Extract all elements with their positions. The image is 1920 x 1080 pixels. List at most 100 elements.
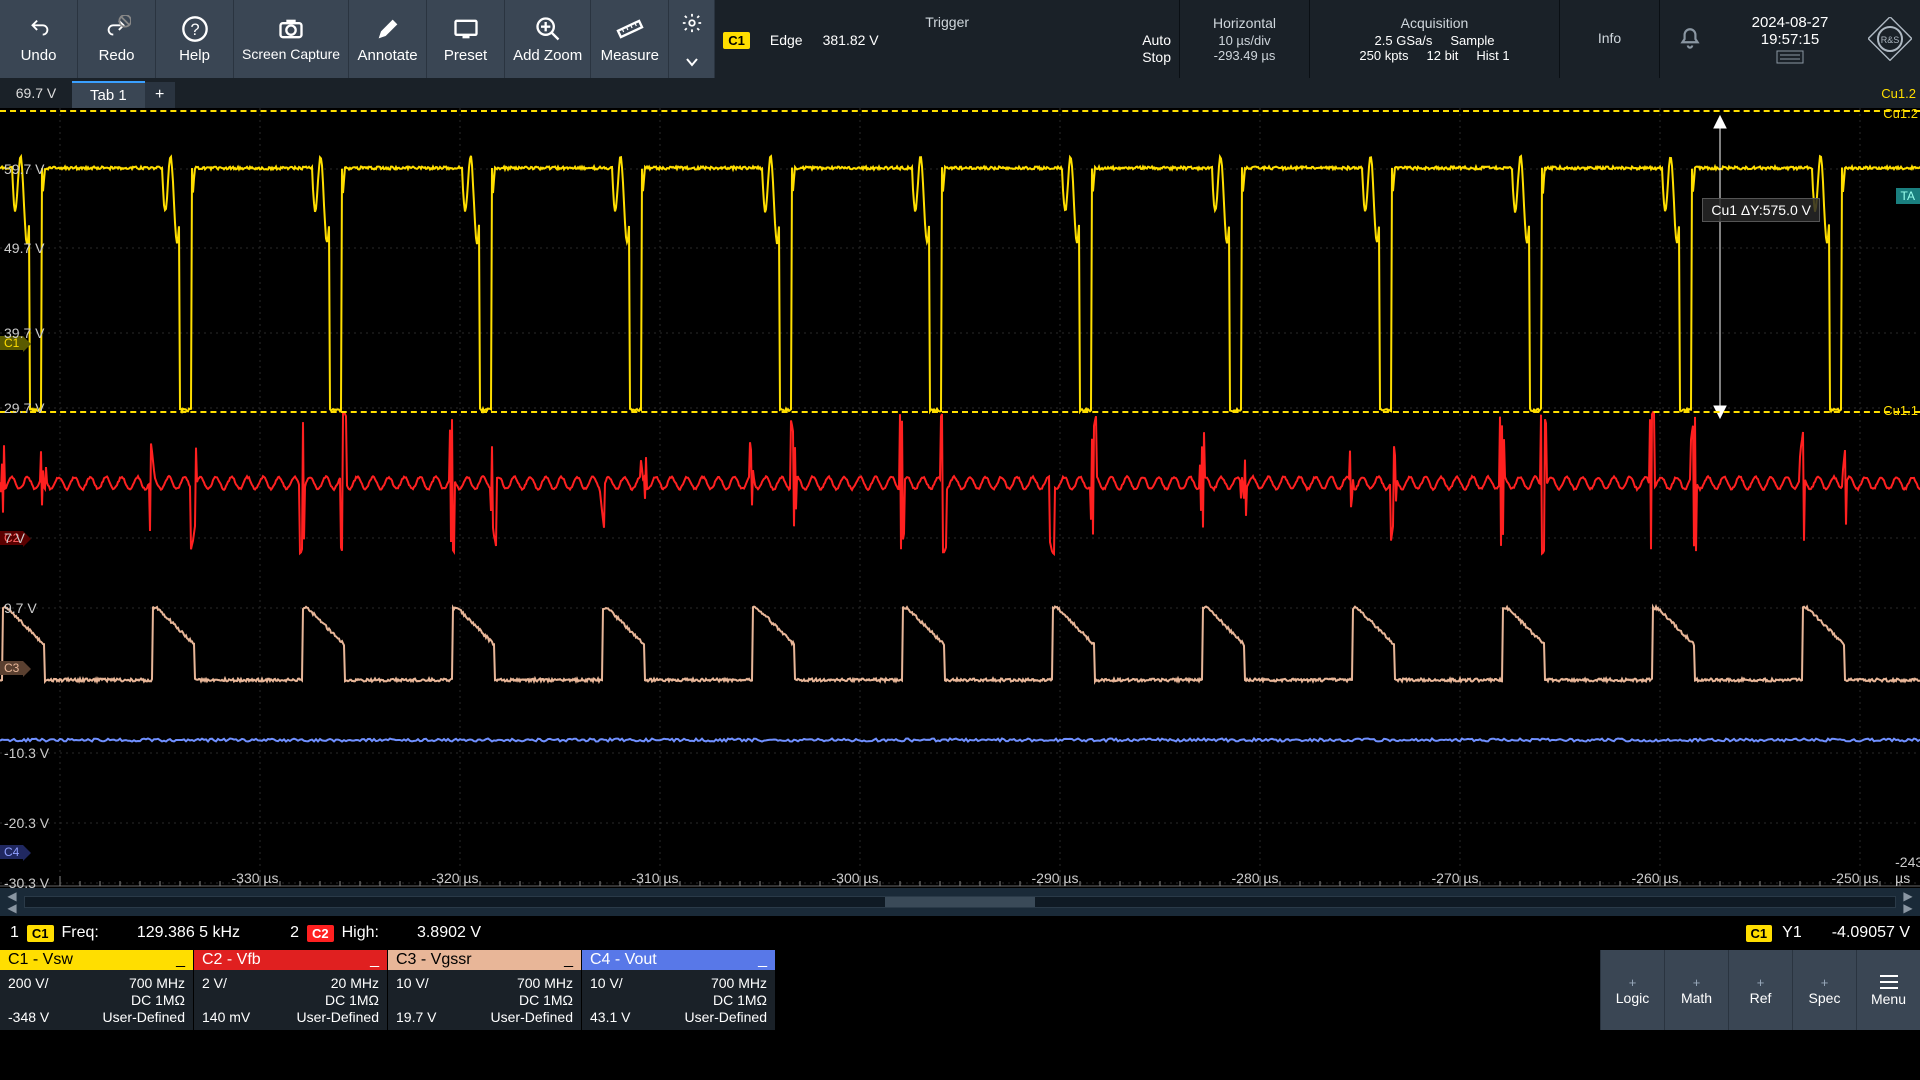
trigger-mode: Edge <box>770 32 803 48</box>
cursor-label-top-right: Cu1.2 <box>1881 86 1916 101</box>
measurement-row: 1C1Freq:129.386 5 kHz 2C2High:3.8902 V C… <box>0 916 1920 950</box>
acq-pts: 250 kpts <box>1359 48 1408 63</box>
minimize-icon[interactable]: _ <box>176 951 185 969</box>
rohde-schwarz-logo-icon: R&S <box>1868 17 1912 61</box>
annotate-button[interactable]: Annotate <box>349 0 427 78</box>
redo-label: Redo <box>99 47 135 64</box>
x-axis-label: -290 µs <box>1032 870 1079 886</box>
horizontal-div: 10 µs/div <box>1188 33 1301 48</box>
horizontal-panel[interactable]: Horizontal 10 µs/div -293.49 µs <box>1180 0 1310 78</box>
horizontal-pos: -293.49 µs <box>1188 48 1301 63</box>
acq-hist: Hist 1 <box>1476 48 1509 63</box>
brand-logo: R&S <box>1860 0 1920 78</box>
channel-2-box[interactable]: C2 - Vfb_ 2 V/20 MHzDC 1MΩ140 mVUser-Def… <box>194 950 388 1030</box>
add-zoom-label: Add Zoom <box>513 47 582 64</box>
x-axis-label: -330 µs <box>232 870 279 886</box>
channel-3-marker[interactable]: C3 <box>0 661 23 675</box>
add-zoom-button[interactable]: Add Zoom <box>505 0 591 78</box>
cursor-right-label-2: Cu1.1 <box>1883 403 1918 418</box>
minimize-icon[interactable]: _ <box>370 951 379 969</box>
math-button[interactable]: +Math <box>1664 950 1728 1030</box>
spec-button[interactable]: +Spec <box>1792 950 1856 1030</box>
acq-rate: 2.5 GSa/s <box>1375 33 1433 48</box>
trigger-stop: Stop <box>1142 49 1171 65</box>
date-text: 2024-08-27 <box>1720 14 1860 31</box>
measurement-2[interactable]: 2C2High:3.8902 V <box>290 924 481 942</box>
scroll-right-icon[interactable]: ▶▶ <box>1896 890 1920 914</box>
time-text: 19:57:15 <box>1720 31 1860 48</box>
ref-button[interactable]: +Ref <box>1728 950 1792 1030</box>
x-axis-label: -310 µs <box>632 870 679 886</box>
trigger-a-marker: TA <box>1896 188 1920 204</box>
minimize-icon[interactable]: _ <box>758 951 767 969</box>
x-axis-label: -320 µs <box>432 870 479 886</box>
waveform-svg <box>0 108 1920 888</box>
scroll-track[interactable] <box>24 896 1896 908</box>
logic-button[interactable]: +Logic <box>1600 950 1664 1030</box>
channel-4-marker[interactable]: C4 <box>0 845 23 859</box>
x-axis-label: -243.5 µs <box>1895 854 1920 886</box>
measurement-1[interactable]: 1C1Freq:129.386 5 kHz <box>10 924 240 942</box>
channel-strip: C1 - Vsw_ 200 V/700 MHzDC 1MΩ-348 VUser-… <box>0 950 1920 1030</box>
svg-text:R&S: R&S <box>1881 35 1900 45</box>
waveform-display[interactable]: Cu1 ΔY:575.0 V TA Cu1.2 Cu1.1 C1 C2 C3 C… <box>0 108 1920 888</box>
info-region: Trigger C1Edge381.82 VAuto Stop Horizont… <box>669 0 1920 78</box>
cursor-delta-readout: Cu1 ΔY:575.0 V <box>1702 198 1820 222</box>
cursor-right-label-1: Cu1.2 <box>1883 108 1918 121</box>
channel-3-box[interactable]: C3 - Vgssr_ 10 V/700 MHzDC 1MΩ19.7 VUser… <box>388 950 582 1030</box>
scroll-thumb[interactable] <box>885 897 1035 907</box>
trigger-panel[interactable]: Trigger C1Edge381.82 VAuto Stop <box>715 0 1180 78</box>
cursor-readout[interactable]: C1Y1-4.09057 V <box>1746 924 1910 942</box>
settings-column[interactable] <box>669 0 715 78</box>
main-toolbar: Undo Redo ?Help Screen Capture Annotate … <box>0 0 1920 78</box>
minimize-icon[interactable]: _ <box>564 951 573 969</box>
cursor-line-bottom[interactable] <box>0 411 1920 413</box>
redo-button[interactable]: Redo <box>78 0 156 78</box>
scroll-left-icon[interactable]: ◀◀ <box>0 890 24 914</box>
x-axis-label: -300 µs <box>832 870 879 886</box>
chevron-down-icon <box>685 57 699 67</box>
y-axis-label: 59.7 V <box>4 161 44 177</box>
trigger-auto: Auto <box>1142 32 1171 48</box>
help-button[interactable]: ? Help <box>156 0 234 78</box>
x-axis-label: -250 µs <box>1832 870 1879 886</box>
timebase-scrollbar[interactable]: ◀◀ ▶▶ <box>0 888 1920 916</box>
screen-capture-button[interactable]: Screen Capture <box>234 0 349 78</box>
undo-button[interactable]: Undo <box>0 0 78 78</box>
acq-mode: Sample <box>1450 33 1494 48</box>
preset-button[interactable]: Preset <box>427 0 505 78</box>
tab-row: 69.7 V Tab 1 + Cu1.2 <box>0 78 1920 108</box>
info-panel[interactable]: Info <box>1560 0 1660 78</box>
trigger-title: Trigger <box>723 14 1171 30</box>
add-tab-button[interactable]: + <box>145 82 175 108</box>
y-axis-label: 49.7 V <box>4 240 44 256</box>
y-axis-label: -10.3 V <box>4 745 49 761</box>
keyboard-icon[interactable] <box>1776 50 1804 64</box>
channel-1-box[interactable]: C1 - Vsw_ 200 V/700 MHzDC 1MΩ-348 VUser-… <box>0 950 194 1030</box>
svg-text:?: ? <box>190 20 199 38</box>
acquisition-panel[interactable]: Acquisition 2.5 GSa/s Sample 250 kpts 12 b… <box>1310 0 1560 78</box>
measure-label: Measure <box>601 47 659 64</box>
trigger-level: 381.82 V <box>823 32 879 48</box>
voltage-max-label: 69.7 V <box>0 85 72 101</box>
channel-4-box[interactable]: C4 - Vout_ 10 V/700 MHzDC 1MΩ43.1 VUser-… <box>582 950 776 1030</box>
y-axis-label: -20.3 V <box>4 815 49 831</box>
y-axis-label: 9.7 V <box>4 600 37 616</box>
acq-res: 12 bit <box>1427 48 1459 63</box>
cursor-line-top[interactable] <box>0 110 1920 112</box>
bottom-right-toolbar: +Logic +Math +Ref +Spec Menu <box>1600 950 1920 1030</box>
bell-icon <box>1677 26 1703 52</box>
x-axis-label: -280 µs <box>1232 870 1279 886</box>
y-axis-label: 39.7 V <box>4 325 44 341</box>
menu-button[interactable]: Menu <box>1856 950 1920 1030</box>
x-axis-label: -260 µs <box>1632 870 1679 886</box>
help-label: Help <box>179 47 210 64</box>
y-axis-label: -30.3 V <box>4 875 49 888</box>
notifications-button[interactable] <box>1660 0 1720 78</box>
y-axis-label: 29.7 V <box>4 400 44 416</box>
tab-1[interactable]: Tab 1 <box>72 81 145 108</box>
y-axis-label: 7 V <box>4 530 25 546</box>
acquisition-title: Acquisition <box>1318 15 1551 31</box>
preset-label: Preset <box>444 47 487 64</box>
measure-button[interactable]: Measure <box>591 0 669 78</box>
